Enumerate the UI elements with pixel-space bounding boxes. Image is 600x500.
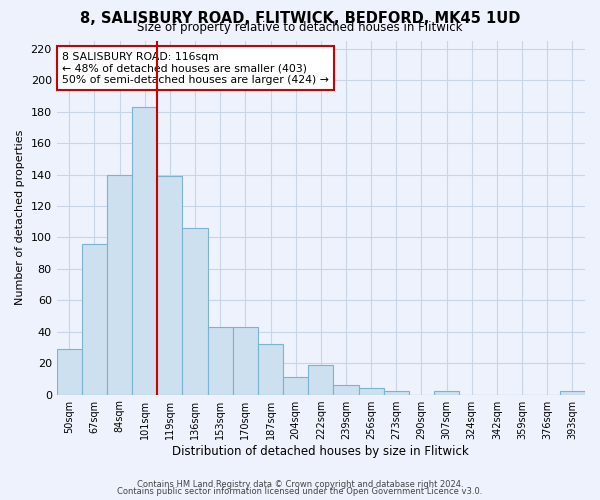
Bar xyxy=(233,327,258,394)
Y-axis label: Number of detached properties: Number of detached properties xyxy=(15,130,25,306)
Text: Contains public sector information licensed under the Open Government Licence v3: Contains public sector information licen… xyxy=(118,487,482,496)
Text: 8 SALISBURY ROAD: 116sqm
← 48% of detached houses are smaller (403)
50% of semi-: 8 SALISBURY ROAD: 116sqm ← 48% of detach… xyxy=(62,52,329,85)
Bar xyxy=(132,107,157,395)
Bar xyxy=(334,385,359,394)
Bar xyxy=(560,392,585,394)
Text: Size of property relative to detached houses in Flitwick: Size of property relative to detached ho… xyxy=(137,21,463,34)
X-axis label: Distribution of detached houses by size in Flitwick: Distribution of detached houses by size … xyxy=(172,444,469,458)
Bar xyxy=(56,349,82,395)
Bar xyxy=(283,378,308,394)
Bar xyxy=(359,388,384,394)
Text: Contains HM Land Registry data © Crown copyright and database right 2024.: Contains HM Land Registry data © Crown c… xyxy=(137,480,463,489)
Bar xyxy=(157,176,182,394)
Bar xyxy=(182,228,208,394)
Bar xyxy=(258,344,283,395)
Bar xyxy=(82,244,107,394)
Bar xyxy=(308,364,334,394)
Bar xyxy=(107,174,132,394)
Bar xyxy=(434,392,459,394)
Bar xyxy=(208,327,233,394)
Text: 8, SALISBURY ROAD, FLITWICK, BEDFORD, MK45 1UD: 8, SALISBURY ROAD, FLITWICK, BEDFORD, MK… xyxy=(80,11,520,26)
Bar xyxy=(384,392,409,394)
